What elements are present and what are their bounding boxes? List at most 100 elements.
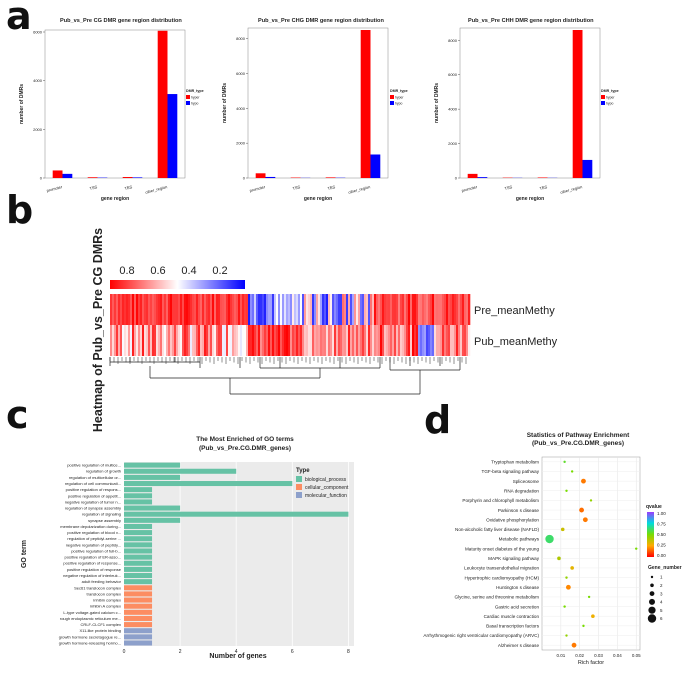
heatmap-cell (424, 294, 427, 325)
heatmap-cell (428, 294, 431, 325)
heatmap-cell (440, 325, 443, 356)
heatmap-cell (266, 325, 269, 356)
colorbar-tick-label: 0.8 (119, 265, 134, 277)
go-ylabel: GO term (21, 540, 28, 568)
a3-ytick-label: 2000 (448, 141, 458, 146)
heatmap-cell (450, 294, 453, 325)
heatmap-cell (168, 294, 171, 325)
a1-xtick-label: other_region (145, 184, 168, 195)
heatmap-cell (336, 294, 339, 325)
heatmap-cell (162, 294, 165, 325)
heatmap-cell (232, 325, 235, 356)
go-term-label: negative regulation of interleuk... (63, 573, 121, 578)
heatmap-cell (328, 325, 331, 356)
colorbar-tick-label: 0.4 (181, 265, 196, 277)
go-term-label: negative regulation of peptidy... (66, 542, 121, 547)
kegg-pathway-label: TGF-beta signaling pathway (482, 469, 540, 474)
a3-xtick-label: TES (539, 184, 548, 191)
heatmap-cell (228, 294, 231, 325)
heatmap-cell (352, 325, 355, 356)
go-term-label: regulation of growth (86, 469, 121, 474)
heatmap-cell (272, 294, 275, 325)
heatmap-cell (378, 325, 381, 356)
heatmap-cell (130, 294, 133, 325)
a3-legend-label-hypo: hypo (606, 102, 613, 106)
kegg-xtick-label: 0.02 (575, 653, 584, 658)
kegg-point (565, 584, 571, 590)
heatmap-cell (254, 325, 257, 356)
heatmap-cell (140, 294, 143, 325)
go-bar (124, 505, 181, 511)
heatmap-cell (118, 294, 121, 325)
heatmap-cell (124, 325, 127, 356)
heatmap-cell (142, 325, 145, 356)
a2-bar-hyper-promoter (255, 173, 266, 178)
heatmap-cell (190, 294, 193, 325)
heatmap-cell (168, 325, 171, 356)
heatmap-cell (286, 294, 289, 325)
colorbar-tick-label: 0.2 (212, 265, 227, 277)
heatmap-cell (422, 325, 425, 356)
a1-xlabel: gene region (101, 196, 129, 202)
size-legend-dot (650, 575, 654, 579)
go-bar (124, 591, 153, 597)
go-bar (124, 579, 153, 585)
heatmap-cell (198, 325, 201, 356)
heatmap-cell (228, 325, 231, 356)
heatmap-cell (394, 294, 397, 325)
a2-xtick-label: TSS (292, 184, 301, 191)
heatmap-cell (422, 294, 425, 325)
heatmap-cell (452, 325, 455, 356)
go-bar (124, 640, 153, 646)
heatmap-cell (252, 325, 255, 356)
go-bar (124, 517, 181, 523)
kegg-point (570, 470, 574, 473)
kegg-pathway-label: MAPK signaling pathway (488, 556, 540, 561)
heatmap-cell (362, 325, 365, 356)
heatmap-cell (438, 325, 441, 356)
heatmap-cell (466, 325, 469, 356)
heatmap-cell (356, 294, 359, 325)
a3-bar-hypo-other_region (582, 159, 593, 178)
heatmap-cell (414, 294, 417, 325)
a2-legend-swatch-hyper (390, 95, 394, 99)
a2-ytick-label: 6000 (236, 71, 246, 76)
go-bar (124, 536, 153, 542)
heatmap-title: Heatmap of Pub_vs_Pre CG DMRs (91, 228, 105, 432)
heatmap-cell (210, 294, 213, 325)
heatmap-cell (348, 294, 351, 325)
heatmap-cell (434, 294, 437, 325)
heatmap-cell (456, 325, 459, 356)
heatmap-cell (234, 294, 237, 325)
a3-xlabel: gene region (516, 196, 544, 202)
heatmap-cell (398, 325, 401, 356)
heatmap-cell (406, 294, 409, 325)
qvalue-tick-label: 0.75 (657, 522, 666, 527)
heatmap-cell (116, 325, 119, 356)
heatmap-cell (260, 325, 263, 356)
heatmap-cell (288, 325, 291, 356)
heatmap-cell (434, 325, 437, 356)
heatmap-cell (450, 325, 453, 356)
panel-label-c: c (6, 393, 29, 437)
size-legend-label: 6 (660, 616, 663, 621)
go-bar (124, 615, 153, 621)
heatmap-cell (250, 294, 253, 325)
heatmap-cell (166, 294, 169, 325)
heatmap-cell (192, 325, 195, 356)
a2-title: Pub_vs_Pre CHG DMR gene region distribut… (258, 18, 384, 24)
go-bar (124, 585, 153, 591)
heatmap-cell (114, 325, 117, 356)
heatmap-cell (222, 294, 225, 325)
heatmap-cell (302, 325, 305, 356)
heatmap-cell (122, 294, 125, 325)
heatmap-cell (218, 294, 221, 325)
heatmap-cell (320, 325, 323, 356)
a1-legend-swatch-hyper (186, 95, 190, 99)
heatmap-cell (366, 294, 369, 325)
kegg-pathway-label: Non-alcoholic fatty liver disease (NAFLD… (455, 527, 539, 532)
heatmap-cell (346, 325, 349, 356)
heatmap-cell (298, 294, 301, 325)
go-term-label: Sec61 translocon complex (74, 585, 121, 590)
go-term-label: regulation of synapse assembly (65, 506, 121, 511)
